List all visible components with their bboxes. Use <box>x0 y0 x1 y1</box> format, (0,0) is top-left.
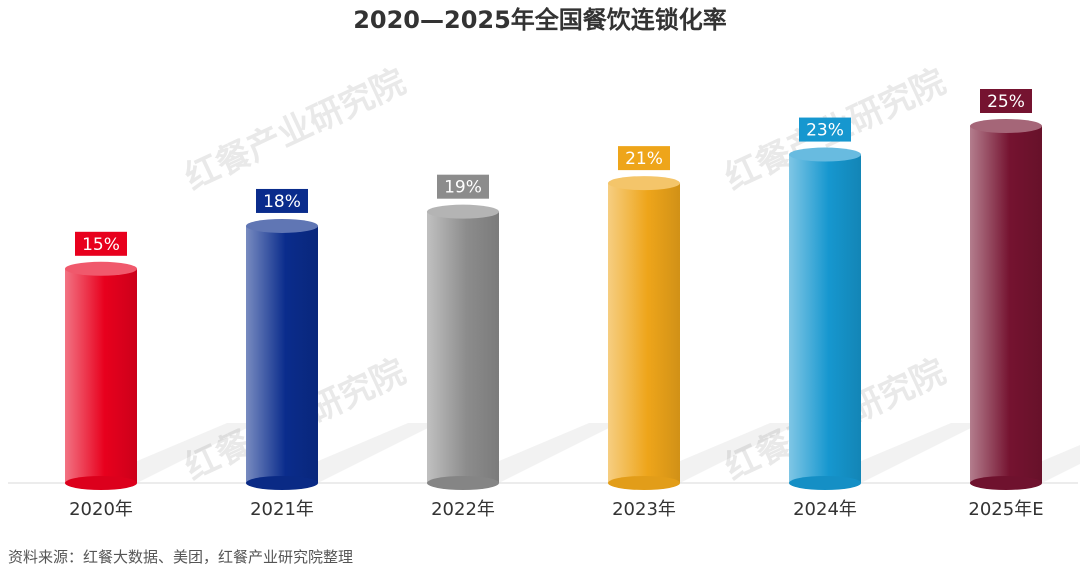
value-label-box <box>437 174 489 199</box>
value-label-text: 23% <box>806 121 844 141</box>
bar-base <box>608 476 680 490</box>
value-label-text: 18% <box>263 192 301 212</box>
value-label: 23% <box>799 117 851 142</box>
bars <box>65 119 1042 490</box>
value-label: 15% <box>75 231 127 256</box>
bar <box>427 204 499 490</box>
bar-base <box>427 476 499 490</box>
value-label-box <box>980 89 1032 113</box>
bar <box>789 147 861 490</box>
source-note: 资料来源：红餐大数据、美团，红餐产业研究院整理 <box>8 548 353 566</box>
bar-top <box>789 147 861 162</box>
value-label: 19% <box>437 174 489 199</box>
x-tick-label: 2025年E <box>968 499 1043 520</box>
x-tick-label: 2022年 <box>431 499 495 520</box>
value-label-text: 19% <box>444 178 482 198</box>
bar-base <box>789 476 861 490</box>
chart-title: 2020—2025年全国餐饮连锁化率 <box>353 6 727 34</box>
value-label-text: 21% <box>625 149 663 169</box>
bar-top <box>65 261 137 276</box>
value-label-box <box>618 146 670 171</box>
bar <box>65 261 137 490</box>
value-label-box <box>256 188 308 213</box>
bar-body <box>608 183 680 483</box>
watermark-text: 红餐产业研究院 <box>179 62 412 199</box>
x-tick-label: 2020年 <box>69 499 133 520</box>
bar-top <box>427 204 499 219</box>
bar-body <box>970 126 1042 483</box>
x-tick-label: 2024年 <box>793 499 857 520</box>
value-label-box <box>799 117 851 142</box>
bar-base <box>970 476 1042 490</box>
bar-base <box>65 476 137 490</box>
bar-body <box>246 225 318 483</box>
x-tick-label: 2021年 <box>250 499 314 520</box>
bar-body <box>789 154 861 483</box>
value-label: 25% <box>980 89 1032 113</box>
bar-shadow <box>990 444 1080 483</box>
bar-top <box>608 176 680 191</box>
bar <box>970 119 1042 490</box>
x-tick-labels: 2020年 2021年 2022年 2023年 2024年 2025年E <box>69 499 1044 520</box>
bar-base <box>246 476 318 490</box>
value-labels: 15% 18% 19% 21% 23% 25% <box>75 89 1032 256</box>
value-label-box <box>75 231 127 256</box>
value-label: 21% <box>618 146 670 171</box>
value-label-text: 25% <box>987 92 1025 112</box>
bar-body <box>427 211 499 483</box>
bar <box>246 218 318 490</box>
bar-body <box>65 268 137 483</box>
bar-top <box>246 218 318 233</box>
value-label: 18% <box>256 188 308 213</box>
value-label-text: 15% <box>82 235 120 255</box>
bar <box>608 176 680 490</box>
x-tick-label: 2023年 <box>612 499 676 520</box>
bar-top <box>970 119 1042 133</box>
